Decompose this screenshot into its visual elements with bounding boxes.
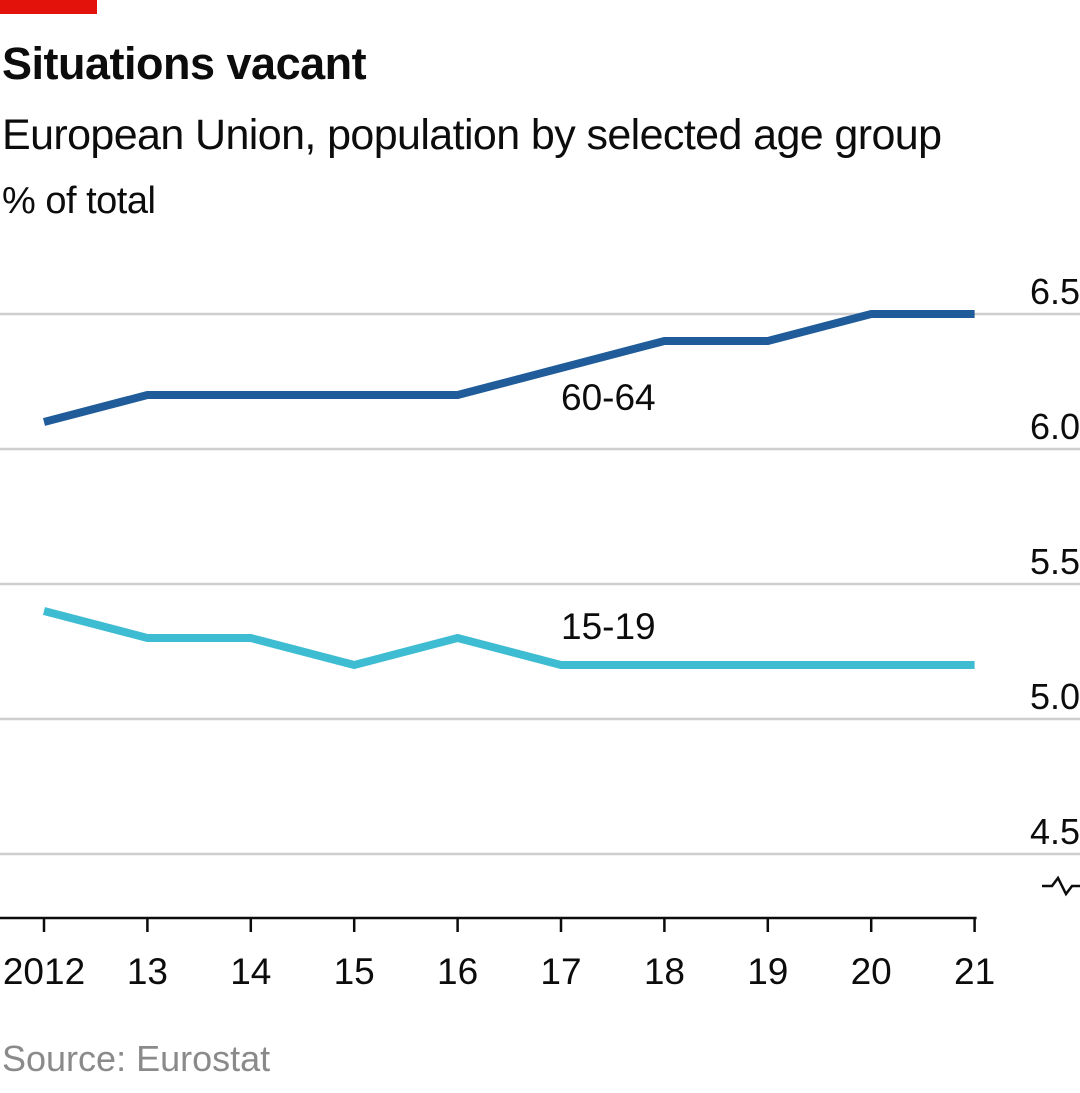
y-tick-labels: 6.5 6.0 5.5 5.0 4.5 xyxy=(1030,271,1080,852)
source-note: Source: Eurostat xyxy=(2,1038,271,1079)
series-line-60-64 xyxy=(42,310,975,426)
x-tick-label: 2012 xyxy=(3,951,85,992)
x-tick-label: 21 xyxy=(954,951,995,992)
series-label: 60-64 xyxy=(561,377,656,418)
series-lines xyxy=(42,310,975,669)
unit-label: % of total xyxy=(2,180,156,222)
chart-title: Situations vacant xyxy=(2,38,367,89)
series-label: 15-19 xyxy=(561,606,656,647)
y-tick-label: 6.5 xyxy=(1030,271,1080,312)
x-tick-label: 18 xyxy=(644,951,685,992)
x-tick-label: 19 xyxy=(747,951,788,992)
x-tick-label: 17 xyxy=(540,951,581,992)
y-tick-label: 5.5 xyxy=(1030,541,1080,582)
chart-subtitle: European Union, population by selected a… xyxy=(2,111,942,159)
x-axis: 2012 13 14 15 16 17 18 19 20 21 xyxy=(0,875,1080,992)
x-tick-label: 13 xyxy=(127,951,168,992)
x-tick-label: 16 xyxy=(437,951,478,992)
series-labels: 60-64 15-19 xyxy=(561,377,656,647)
gridlines xyxy=(0,312,1080,856)
axis-break-mark xyxy=(1042,875,1080,897)
y-tick-label: 5.0 xyxy=(1030,676,1080,717)
x-tick-label: 20 xyxy=(851,951,892,992)
x-tick-label: 15 xyxy=(334,951,375,992)
y-tick-label: 4.5 xyxy=(1030,811,1080,852)
series-line-15-19 xyxy=(42,607,975,669)
brand-tag xyxy=(0,0,97,14)
y-tick-label: 6.0 xyxy=(1030,406,1080,447)
x-tick-label: 14 xyxy=(230,951,271,992)
